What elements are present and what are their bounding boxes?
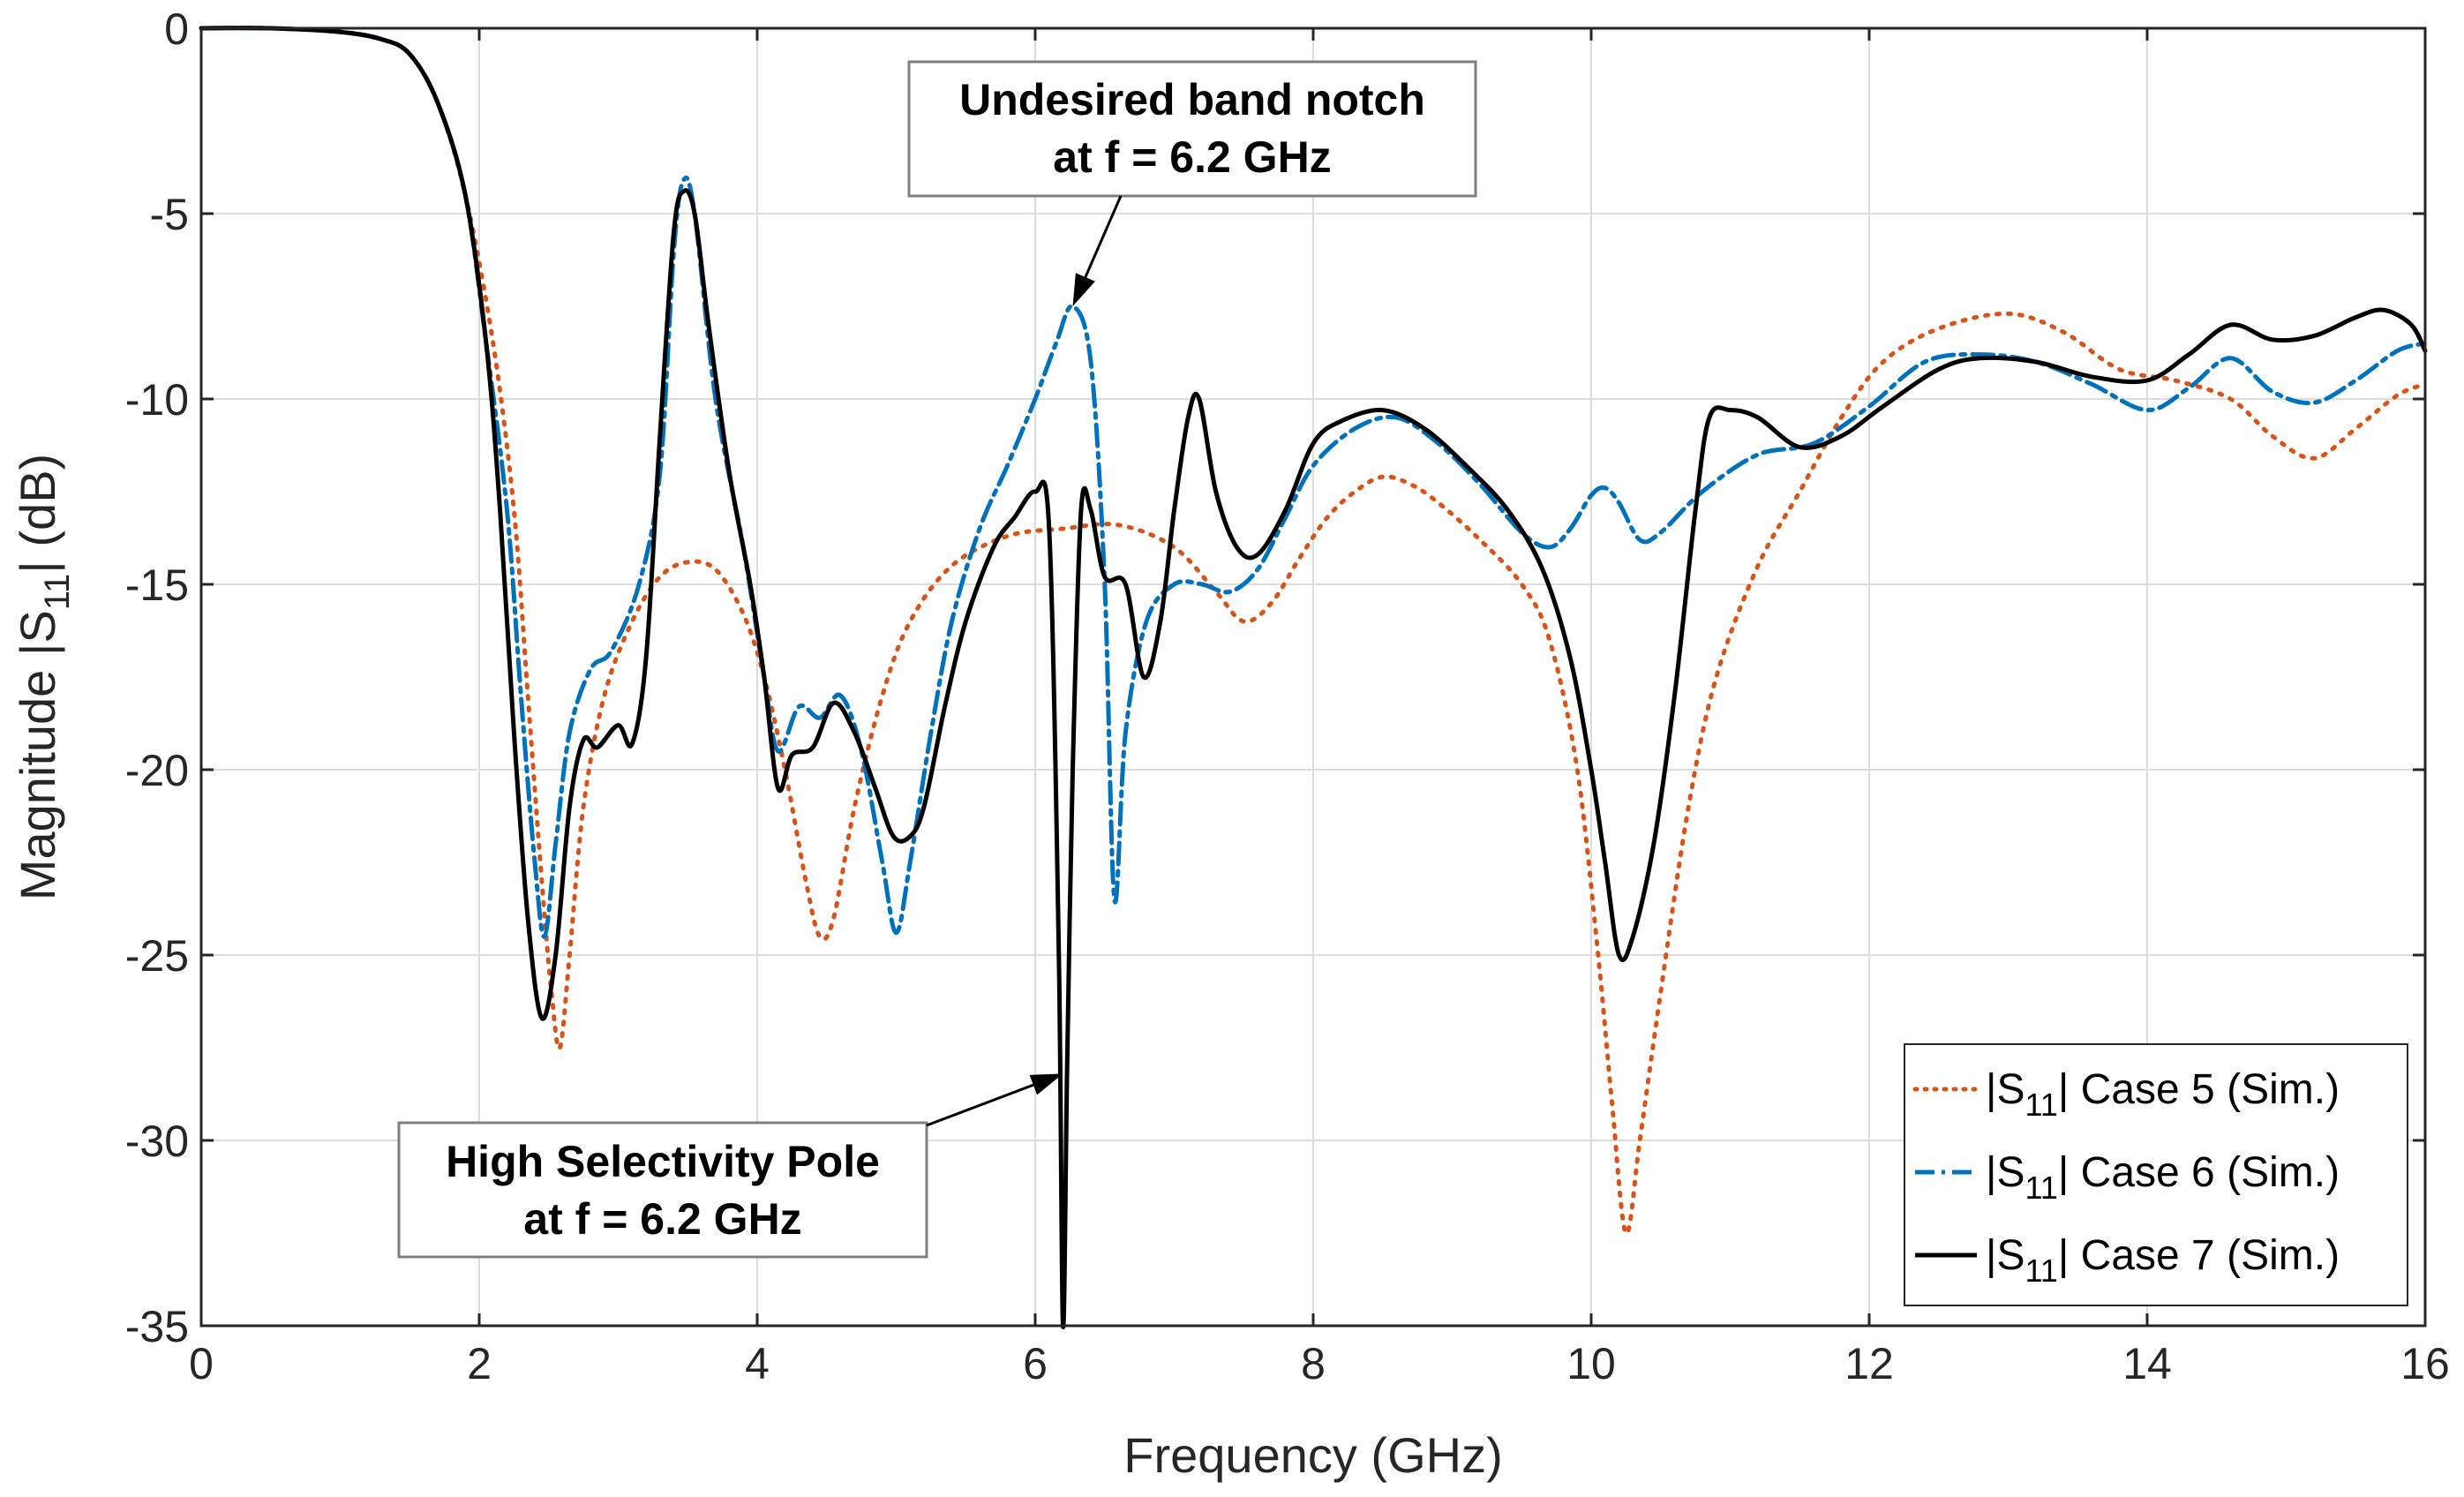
annotation-arrow [926,1083,1034,1127]
x-axis-title: Frequency (GHz) [1123,1427,1502,1483]
x-tick-label: 10 [1566,1339,1616,1388]
x-tick-label: 8 [1301,1339,1326,1388]
y-tick-label: -5 [150,190,189,239]
series-layer [199,26,2428,1329]
legend: |S11| Case 5 (Sim.) |S11| Case 6 (Sim.) … [1904,1043,2408,1306]
y-tick-label: -30 [125,1117,189,1166]
y-tick-label: 0 [164,4,189,54]
legend-label-case7: |S11| Case 7 (Sim.) [1986,1232,2340,1289]
series-line-case-7 [199,26,2428,1329]
legend-box [1904,1043,2408,1306]
y-tick-label: -25 [125,931,189,981]
ticks: 0 2 4 6 8 10 12 14 16 0 -5 -10 -15 -20 -25 -30 -35 [125,4,2450,1388]
x-tick-label: 14 [2122,1339,2172,1388]
annotation-arrowhead [1029,1073,1063,1095]
x-tick-label: 6 [1023,1339,1048,1388]
y-tick-label: -35 [125,1302,189,1351]
x-tick-label: 0 [189,1339,214,1388]
x-tick-label: 12 [1844,1339,1894,1388]
annotation-line-2: at f = 6.2 GHz [523,1194,801,1244]
annotation-line-1: Undesired band notch [959,75,1425,124]
x-tick-label: 4 [745,1339,770,1388]
x-tick-label: 2 [467,1339,492,1388]
annotation-arrowhead [1072,273,1095,306]
y-tick-label: -10 [125,375,189,425]
legend-label-case6: |S11| Case 6 (Sim.) [1986,1149,2340,1206]
annotation-line-2: at f = 6.2 GHz [1053,132,1331,182]
y-tick-label: -20 [125,746,189,795]
y-tick-label: -15 [125,560,189,610]
annotations: Undesired band notch at f = 6.2 GHz High… [397,60,1477,1259]
x-tick-label: 16 [2400,1339,2450,1388]
y-axis-title: Magnitude |S11| (dB) [10,454,77,900]
annotation-line-1: High Selectivity Pole [446,1137,880,1186]
annotation-selectivity-pole: High Selectivity Pole at f = 6.2 GHz [397,1073,1063,1259]
annotation-box [397,1121,928,1259]
annotation-arrow [1084,195,1123,278]
series-line-case-6 [199,26,2428,939]
annotation-box [907,60,1477,198]
annotation-undesired-notch: Undesired band notch at f = 6.2 GHz [907,60,1477,306]
legend-label-case5: |S11| Case 5 (Sim.) [1986,1066,2340,1123]
